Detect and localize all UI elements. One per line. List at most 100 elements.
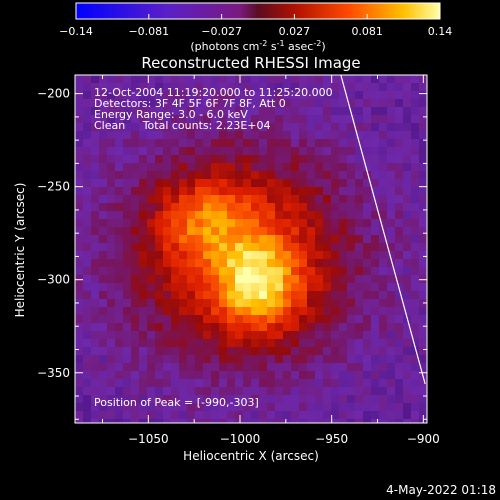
heatmap-pixel <box>411 91 419 99</box>
heatmap-pixel <box>163 251 171 259</box>
heatmap-pixel <box>115 387 123 395</box>
heatmap-pixel <box>203 371 211 379</box>
heatmap-pixel <box>315 331 323 339</box>
heatmap-pixel <box>395 307 403 315</box>
heatmap-pixel <box>307 243 315 251</box>
heatmap-pixel <box>299 339 307 347</box>
heatmap-pixel <box>379 355 387 363</box>
heatmap-pixel <box>107 419 115 423</box>
heatmap-pixel <box>331 283 339 291</box>
heatmap-pixel <box>187 187 195 195</box>
heatmap-pixel <box>379 83 387 91</box>
heatmap-pixel <box>187 147 195 155</box>
heatmap-pixel <box>347 299 355 307</box>
heatmap-pixel <box>155 163 163 171</box>
heatmap-pixel <box>155 387 163 395</box>
heatmap-pixel <box>107 259 115 267</box>
heatmap-pixel <box>227 379 235 387</box>
heatmap-pixel <box>171 75 179 83</box>
heatmap-pixel <box>299 331 307 339</box>
heatmap-pixel <box>155 99 163 107</box>
heatmap-pixel <box>147 123 155 131</box>
heatmap-pixel <box>339 347 347 355</box>
heatmap-pixel <box>291 347 299 355</box>
heatmap-pixel <box>411 299 419 307</box>
heatmap-pixel <box>355 347 363 355</box>
heatmap-pixel <box>243 131 251 139</box>
heatmap-pixel <box>107 395 115 403</box>
heatmap-pixel <box>155 75 163 83</box>
heatmap-pixel <box>227 275 235 283</box>
heatmap-pixel <box>243 75 251 83</box>
heatmap-pixel <box>163 235 171 243</box>
heatmap-pixel <box>363 203 371 211</box>
heatmap-pixel <box>243 195 251 203</box>
heatmap-pixel <box>419 155 427 163</box>
heatmap-pixel <box>283 83 291 91</box>
heatmap-pixel <box>123 291 131 299</box>
heatmap-pixel <box>283 147 291 155</box>
heatmap-pixel <box>115 147 123 155</box>
heatmap-pixel <box>235 123 243 131</box>
heatmap-pixel <box>299 283 307 291</box>
heatmap-pixel <box>395 163 403 171</box>
heatmap-pixel <box>363 395 371 403</box>
heatmap-pixel <box>99 251 107 259</box>
heatmap-pixel <box>355 203 363 211</box>
heatmap-pixel <box>403 387 411 395</box>
heatmap-pixel <box>355 179 363 187</box>
heatmap-pixel <box>331 251 339 259</box>
heatmap-pixel <box>155 171 163 179</box>
heatmap-pixel <box>395 83 403 91</box>
heatmap-pixel <box>211 363 219 371</box>
heatmap-pixel <box>283 99 291 107</box>
heatmap-pixel <box>131 163 139 171</box>
heatmap-pixel <box>195 91 203 99</box>
heatmap-pixel <box>283 323 291 331</box>
heatmap-pixel <box>363 195 371 203</box>
heatmap-pixel <box>179 195 187 203</box>
heatmap-pixel <box>251 419 259 423</box>
heatmap-pixel <box>275 83 283 91</box>
heatmap-pixel <box>131 355 139 363</box>
heatmap-pixel <box>331 339 339 347</box>
heatmap-pixel <box>395 139 403 147</box>
heatmap-pixel <box>275 235 283 243</box>
heatmap-pixel <box>195 291 203 299</box>
heatmap-pixel <box>163 363 171 371</box>
heatmap-pixel <box>275 299 283 307</box>
heatmap-pixel <box>315 147 323 155</box>
heatmap-pixel <box>395 267 403 275</box>
heatmap-pixel <box>227 299 235 307</box>
heatmap-pixel <box>379 339 387 347</box>
heatmap-pixel <box>339 139 347 147</box>
heatmap-pixel <box>419 235 427 243</box>
heatmap-pixel <box>371 219 379 227</box>
heatmap-pixel <box>83 275 91 283</box>
heatmap-pixel <box>323 395 331 403</box>
heatmap-pixel <box>227 131 235 139</box>
heatmap-pixel <box>379 411 387 419</box>
heatmap-pixel <box>219 259 227 267</box>
heatmap-pixel <box>99 403 107 411</box>
heatmap-pixel <box>299 251 307 259</box>
heatmap-pixel <box>331 395 339 403</box>
heatmap-pixel <box>379 299 387 307</box>
heatmap-pixel <box>123 331 131 339</box>
heatmap-pixel <box>123 315 131 323</box>
heatmap-pixel <box>115 323 123 331</box>
heatmap-pixel <box>259 371 267 379</box>
heatmap-pixel <box>195 195 203 203</box>
heatmap-pixel <box>227 339 235 347</box>
heatmap-pixel <box>195 267 203 275</box>
heatmap-pixel <box>371 83 379 91</box>
heatmap-pixel <box>243 371 251 379</box>
heatmap-pixel <box>179 235 187 243</box>
heatmap-pixel <box>91 403 99 411</box>
heatmap-pixel <box>75 131 83 139</box>
heatmap-pixel <box>275 179 283 187</box>
heatmap-pixel <box>307 115 315 123</box>
heatmap-pixel <box>219 307 227 315</box>
heatmap-pixel <box>187 83 195 91</box>
heatmap-pixel <box>211 123 219 131</box>
